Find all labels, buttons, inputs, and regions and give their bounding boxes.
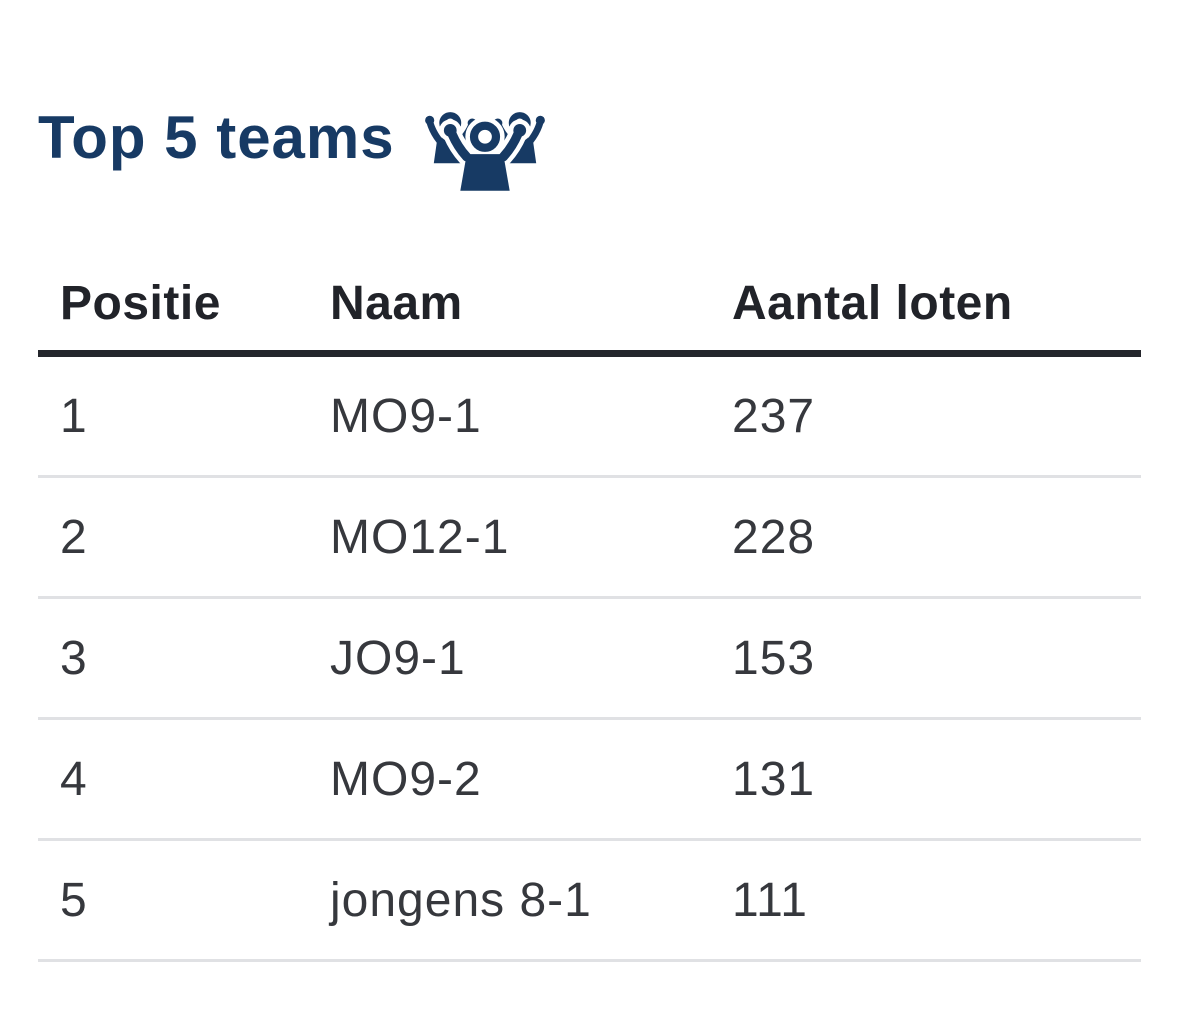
- page: Top 5 teams: [38, 0, 1141, 962]
- cell-aantal-loten: 153: [732, 631, 816, 685]
- cell-positie: 2: [60, 510, 88, 564]
- column-header-naam: Naam: [330, 277, 463, 330]
- cell-positie: 5: [60, 873, 88, 927]
- table-row: 4 MO9-2 131: [38, 720, 1141, 841]
- table-row: 5 jongens 8-1 111: [38, 841, 1141, 962]
- column-header-positie: Positie: [60, 277, 221, 330]
- cell-naam: MO9-2: [330, 752, 482, 806]
- cell-naam: JO9-1: [330, 631, 466, 685]
- cell-positie: 1: [60, 389, 88, 443]
- cell-aantal-loten: 131: [732, 752, 816, 806]
- cell-aantal-loten: 111: [732, 873, 808, 927]
- table-row: 2 MO12-1 228: [38, 478, 1141, 599]
- cell-positie: 3: [60, 631, 88, 685]
- cell-naam: MO9-1: [330, 389, 482, 443]
- cell-naam: MO12-1: [330, 510, 510, 564]
- page-title: Top 5 teams: [38, 104, 395, 171]
- top-teams-table: Positie Naam Aantal loten 1 MO9-1 237 2 …: [38, 257, 1141, 962]
- cell-aantal-loten: 237: [732, 389, 816, 443]
- page-header: Top 5 teams: [38, 0, 1141, 192]
- table-header-row: Positie Naam Aantal loten: [38, 257, 1141, 357]
- cell-positie: 4: [60, 752, 88, 806]
- cell-naam: jongens 8-1: [330, 873, 592, 927]
- column-header-aantal-loten: Aantal loten: [732, 277, 1013, 330]
- table-row: 1 MO9-1 237: [38, 357, 1141, 478]
- cell-aantal-loten: 228: [732, 510, 816, 564]
- cheering-team-icon: [421, 99, 549, 191]
- table-row: 3 JO9-1 153: [38, 599, 1141, 720]
